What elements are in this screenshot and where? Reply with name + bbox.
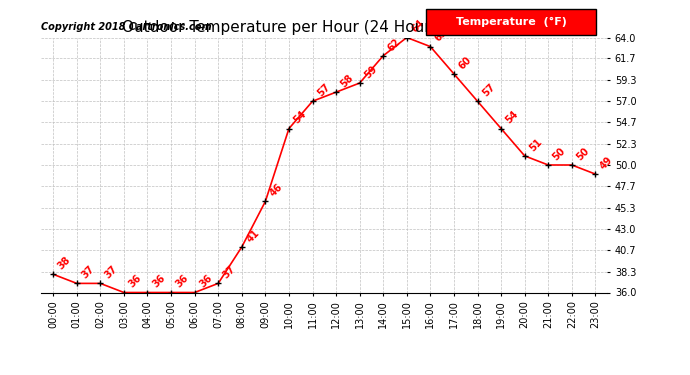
Text: Copyright 2018 Cartronics.com: Copyright 2018 Cartronics.com — [41, 22, 212, 32]
Text: 37: 37 — [79, 264, 96, 280]
Text: 58: 58 — [339, 73, 355, 89]
Text: 54: 54 — [292, 109, 308, 126]
Text: 37: 37 — [103, 264, 120, 280]
Text: 63: 63 — [433, 27, 450, 44]
Text: 51: 51 — [527, 136, 544, 153]
Text: 49: 49 — [598, 155, 615, 171]
Text: 36: 36 — [197, 273, 214, 290]
Text: 41: 41 — [244, 228, 262, 244]
Title: Outdoor Temperature per Hour (24 Hours) 20181022: Outdoor Temperature per Hour (24 Hours) … — [122, 20, 526, 35]
Text: 36: 36 — [174, 273, 190, 290]
Text: 62: 62 — [386, 36, 403, 53]
Bar — [426, 9, 596, 35]
Text: 57: 57 — [315, 82, 332, 99]
Text: 38: 38 — [56, 255, 72, 272]
Text: 46: 46 — [268, 182, 285, 199]
Text: 50: 50 — [575, 146, 591, 162]
Text: 60: 60 — [457, 54, 473, 71]
Text: Temperature  (°F): Temperature (°F) — [455, 17, 566, 27]
Text: 59: 59 — [362, 64, 379, 80]
Text: 36: 36 — [127, 273, 144, 290]
Text: 64: 64 — [410, 18, 426, 35]
Text: 57: 57 — [480, 82, 497, 99]
Text: 50: 50 — [551, 146, 568, 162]
Text: 36: 36 — [150, 273, 167, 290]
Text: 37: 37 — [221, 264, 237, 280]
Text: 54: 54 — [504, 109, 520, 126]
